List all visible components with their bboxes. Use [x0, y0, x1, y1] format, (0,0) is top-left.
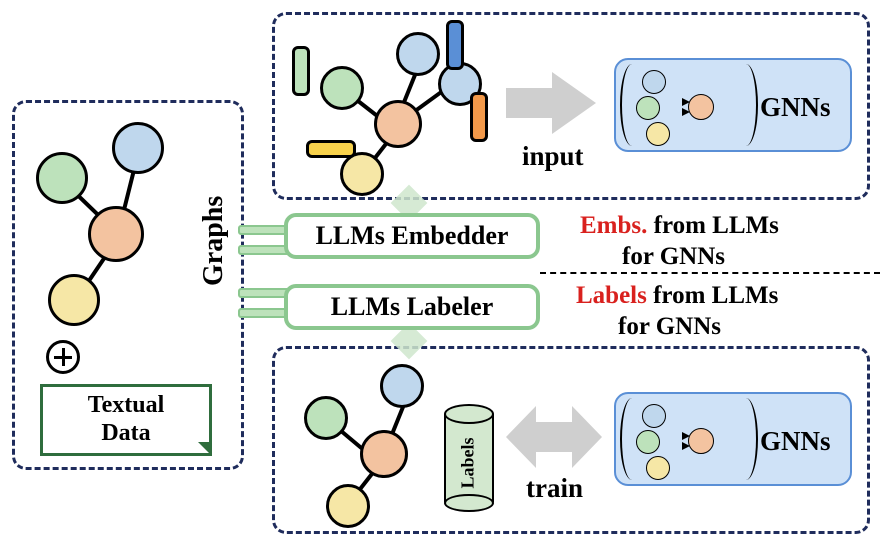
graph-node-orange	[374, 100, 422, 148]
train-arrow-icon	[506, 406, 602, 468]
cyl-label: Labels	[458, 429, 479, 489]
graph-node-blue	[380, 364, 424, 408]
feat-rect-blue	[446, 20, 464, 70]
labels-caption: Labels from LLMs for GNNs	[576, 280, 778, 343]
graph-node-green	[304, 396, 348, 440]
graph-node-orange	[88, 206, 144, 262]
mini-node	[642, 70, 666, 94]
graphs-label: Graphs	[198, 166, 230, 286]
graph-node-yellow	[326, 484, 370, 528]
textual-data-note: Textual Data	[40, 384, 212, 456]
graph-node-green	[36, 152, 88, 204]
llms-labeler-pill: LLMs Labeler	[284, 284, 540, 330]
feat-rect-orange	[470, 92, 488, 142]
plus-icon	[46, 340, 80, 374]
cylinder-top	[444, 404, 494, 424]
embs-em: Embs.	[580, 212, 647, 239]
gnn-label-bottom: GNNs	[760, 426, 831, 457]
feat-rect-yellow	[306, 140, 356, 158]
graph-node-green	[320, 66, 364, 110]
llms-embedder-pill: LLMs Embedder	[284, 213, 540, 259]
gnn-label-top: GNNs	[760, 92, 831, 123]
mini-node	[688, 428, 714, 454]
graph-node-orange	[360, 430, 408, 478]
embs-rest1: from LLMs	[647, 212, 778, 239]
mini-node	[642, 404, 666, 428]
embs-rest2: for GNNs	[622, 243, 725, 270]
embedder-text: LLMs Embedder	[316, 221, 509, 251]
embs-caption: Embs. from LLMs for GNNs	[580, 210, 779, 273]
train-label: train	[526, 472, 583, 506]
graph-node-yellow	[48, 274, 100, 326]
input-arrow-icon	[506, 72, 596, 134]
textual-line1: Textual	[88, 392, 164, 420]
cylinder-bottom	[444, 494, 494, 512]
mini-node	[636, 96, 660, 120]
mini-node	[636, 430, 660, 454]
mini-node	[646, 122, 670, 146]
labels-rest1: from LLMs	[647, 282, 778, 309]
input-label: input	[522, 140, 584, 174]
labels-em: Labels	[576, 282, 647, 309]
labeler-text: LLMs Labeler	[331, 292, 494, 322]
labels-rest2: for GNNs	[618, 313, 721, 340]
graph-node-blue	[396, 32, 440, 76]
textual-line2: Data	[88, 420, 164, 448]
graph-node-blue	[112, 122, 164, 174]
graph-node-yellow	[340, 152, 384, 196]
mini-node	[688, 94, 714, 120]
mini-node	[646, 456, 670, 480]
feat-rect-green	[292, 46, 310, 96]
